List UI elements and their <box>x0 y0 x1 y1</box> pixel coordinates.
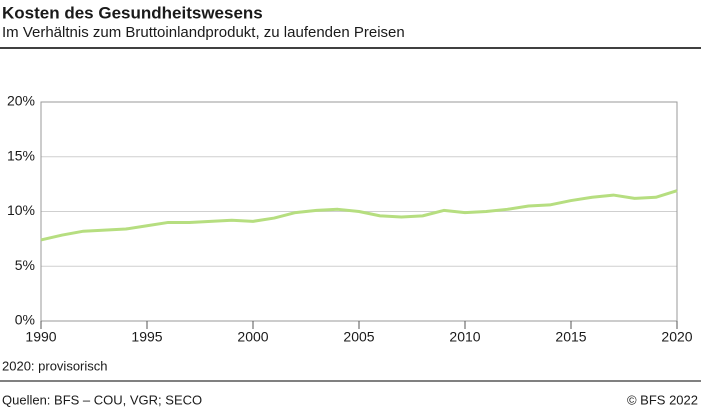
chart-title: Kosten des Gesundheitswesens <box>2 3 263 22</box>
line <box>40 189 678 242</box>
y-tick-label: 20% <box>7 93 35 109</box>
x-tick-label: 1995 <box>131 329 162 345</box>
x-tick-label: 2005 <box>343 329 374 345</box>
y-tick-label: 10% <box>7 202 35 218</box>
y-tick-label: 5% <box>15 257 35 273</box>
x-tick-label: 2010 <box>449 329 480 345</box>
x-tick-label: 2020 <box>661 329 692 345</box>
note: 2020: provisorisch <box>2 358 108 373</box>
x-tick-label: 1990 <box>25 329 56 345</box>
x-tick-label: 2015 <box>555 329 586 345</box>
x-tick-label: 2000 <box>237 329 268 345</box>
y-tick-label: 15% <box>7 147 35 163</box>
source: Quellen: BFS – COU, VGR; SECO <box>2 392 202 407</box>
chart-subtitle: Im Verhältnis zum Bruttoinlandprodukt, z… <box>2 24 405 41</box>
copyright: © BFS 2022 <box>627 392 698 407</box>
y-tick-label: 0% <box>15 312 35 328</box>
